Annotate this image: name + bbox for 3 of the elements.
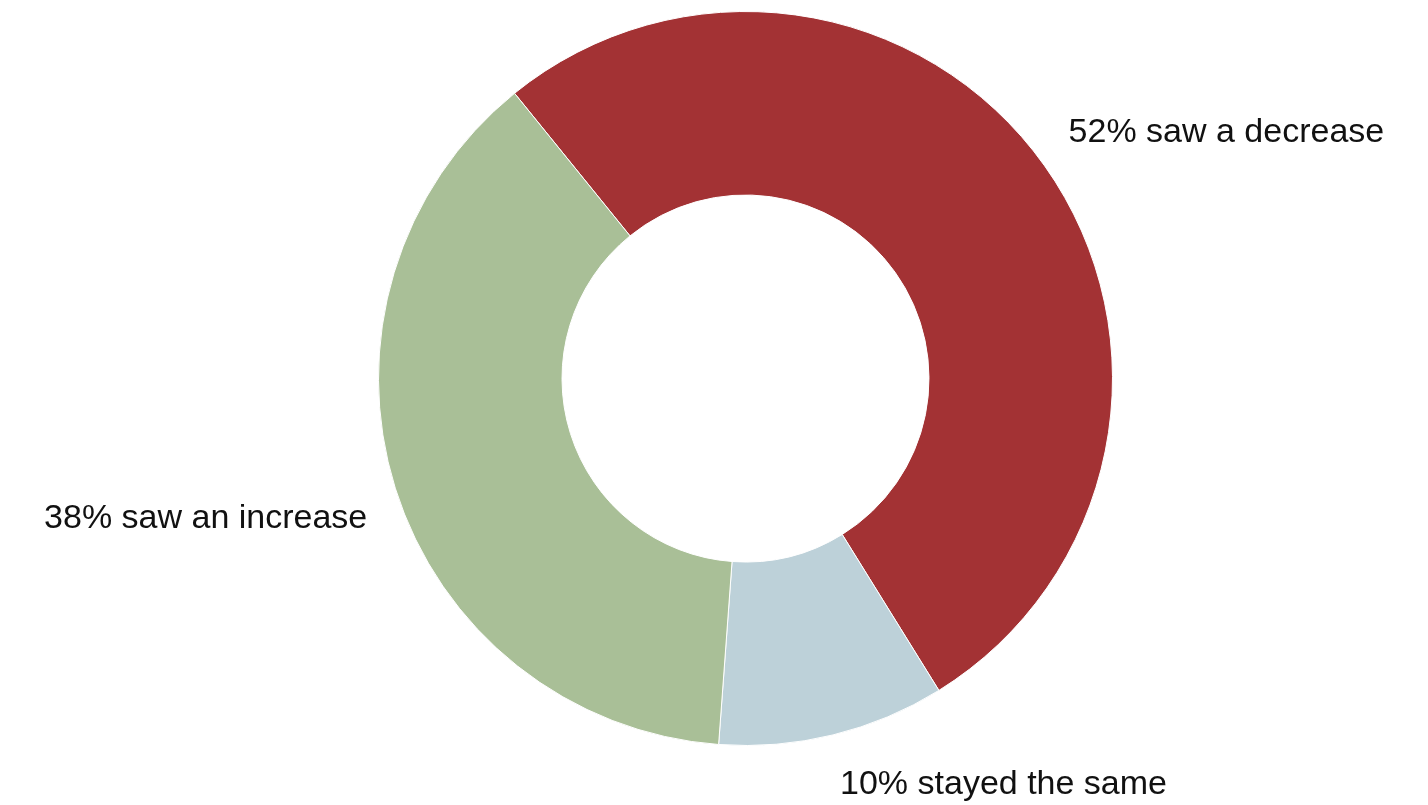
slice-label: 52% saw a decrease [1068,110,1385,149]
slice-label: 38% saw an increase [44,497,368,536]
slice-label: 10% stayed the same [840,763,1168,802]
